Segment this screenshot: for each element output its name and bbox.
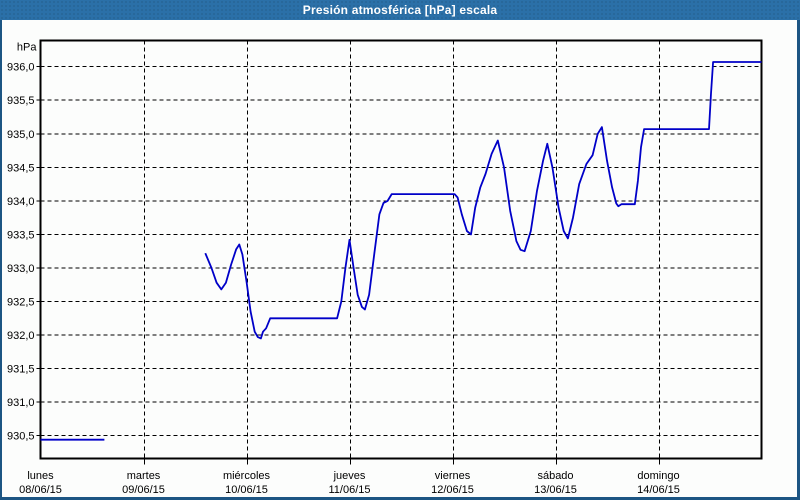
day-name-label: martes (127, 470, 161, 482)
y-tick-label: 933,0 (7, 263, 35, 275)
plot-border (39, 39, 763, 460)
y-tick-label: 935,0 (7, 129, 35, 141)
chart-title: Presión atmosférica [hPa] escala (302, 3, 498, 17)
x-axis-labels: lunes 08/06/15 martes 09/06/15 miércoles 10/0… (19, 470, 680, 496)
day-date-label: 12/06/15 (431, 484, 474, 496)
y-tick-label: 932,5 (7, 296, 35, 308)
day-date-label: 11/06/15 (328, 484, 370, 496)
y-gridlines (36, 66, 762, 437)
title-bar: Presión atmosférica [hPa] escala (0, 0, 800, 20)
day-name-label: miércoles (223, 470, 271, 482)
y-tick-label: 932,0 (7, 330, 35, 342)
day-name-label: domingo (637, 470, 679, 482)
y-axis-unit-label: hPa (17, 42, 37, 54)
day-date-label: 08/06/15 (19, 484, 62, 496)
y-tick-label: 933,5 (7, 229, 35, 241)
y-tick-label: 934,0 (7, 196, 35, 208)
x-gridlines (144, 40, 660, 465)
y-tick-label: 931,5 (7, 364, 35, 376)
day-date-label: 09/06/15 (122, 484, 165, 496)
day-name-label: jueves (333, 470, 366, 482)
day-name-label: viernes (435, 470, 471, 482)
day-name-label: lunes (27, 470, 54, 482)
y-tick-label: 931,0 (7, 397, 35, 409)
day-date-label: 13/06/15 (534, 484, 577, 496)
day-date-label: 10/06/15 (225, 484, 268, 496)
y-tick-label: 934,5 (7, 162, 35, 174)
pressure-series (40, 61, 762, 441)
y-tick-label: 930,5 (7, 431, 35, 443)
day-date-label: 14/06/15 (637, 484, 680, 496)
y-tick-label: 936,0 (7, 62, 35, 74)
y-tick-label: 935,5 (7, 95, 35, 107)
day-name-label: sábado (537, 470, 573, 482)
y-axis-labels: 936,0 935,5 935,0 934,5 934,0 933,5 933,0 932,5… (7, 62, 35, 443)
pressure-line-segment (204, 61, 762, 340)
